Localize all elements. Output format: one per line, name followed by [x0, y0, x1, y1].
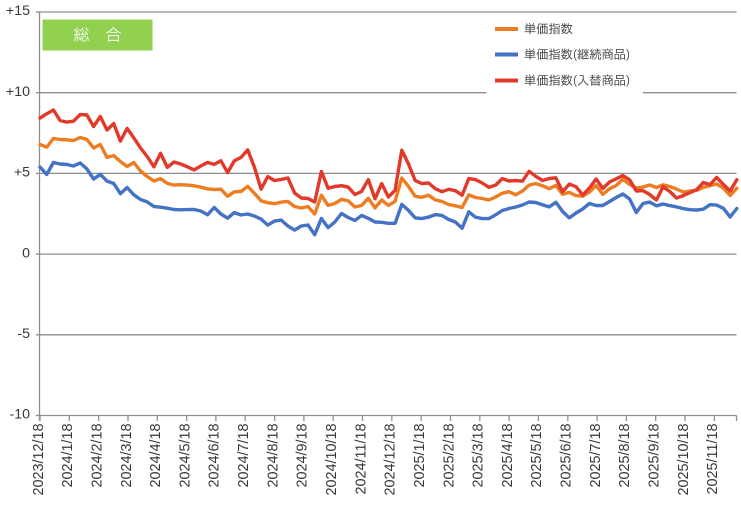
svg-text:2025/7/18: 2025/7/18: [588, 424, 604, 488]
svg-text:+10: +10: [6, 84, 30, 100]
svg-text:2024/11/18: 2024/11/18: [353, 424, 369, 495]
svg-text:2025/8/18: 2025/8/18: [617, 424, 633, 488]
svg-text:2025/5/18: 2025/5/18: [529, 424, 545, 488]
svg-text:-5: -5: [17, 326, 30, 342]
svg-text:2024/4/18: 2024/4/18: [148, 424, 164, 488]
svg-text:2024/2/18: 2024/2/18: [89, 424, 105, 488]
svg-text:2025/10/18: 2025/10/18: [676, 424, 692, 496]
svg-text:2025/2/18: 2025/2/18: [441, 424, 457, 488]
svg-text:2024/12/18: 2024/12/18: [383, 424, 399, 496]
svg-text:2024/5/18: 2024/5/18: [177, 424, 193, 488]
svg-text:2024/7/18: 2024/7/18: [236, 424, 252, 488]
svg-text:0: 0: [22, 245, 30, 261]
svg-text:2025/11/18: 2025/11/18: [705, 424, 721, 495]
svg-text:2025/1/18: 2025/1/18: [412, 424, 428, 488]
svg-text:2025/9/18: 2025/9/18: [647, 424, 663, 488]
svg-text:-10: -10: [9, 407, 30, 423]
svg-text:+15: +15: [6, 3, 30, 19]
svg-text:2023/12/18: 2023/12/18: [31, 424, 47, 496]
svg-text:2025/6/18: 2025/6/18: [559, 424, 575, 488]
svg-text:+5: +5: [14, 165, 30, 181]
svg-text:2024/8/18: 2024/8/18: [265, 424, 281, 488]
svg-text:2024/6/18: 2024/6/18: [207, 424, 223, 488]
svg-text:2024/9/18: 2024/9/18: [295, 424, 311, 488]
svg-text:2024/10/18: 2024/10/18: [324, 424, 340, 496]
svg-text:2025/3/18: 2025/3/18: [471, 424, 487, 488]
svg-text:2024/1/18: 2024/1/18: [60, 424, 76, 488]
svg-text:2024/3/18: 2024/3/18: [119, 424, 135, 488]
svg-text:2025/4/18: 2025/4/18: [500, 424, 516, 488]
